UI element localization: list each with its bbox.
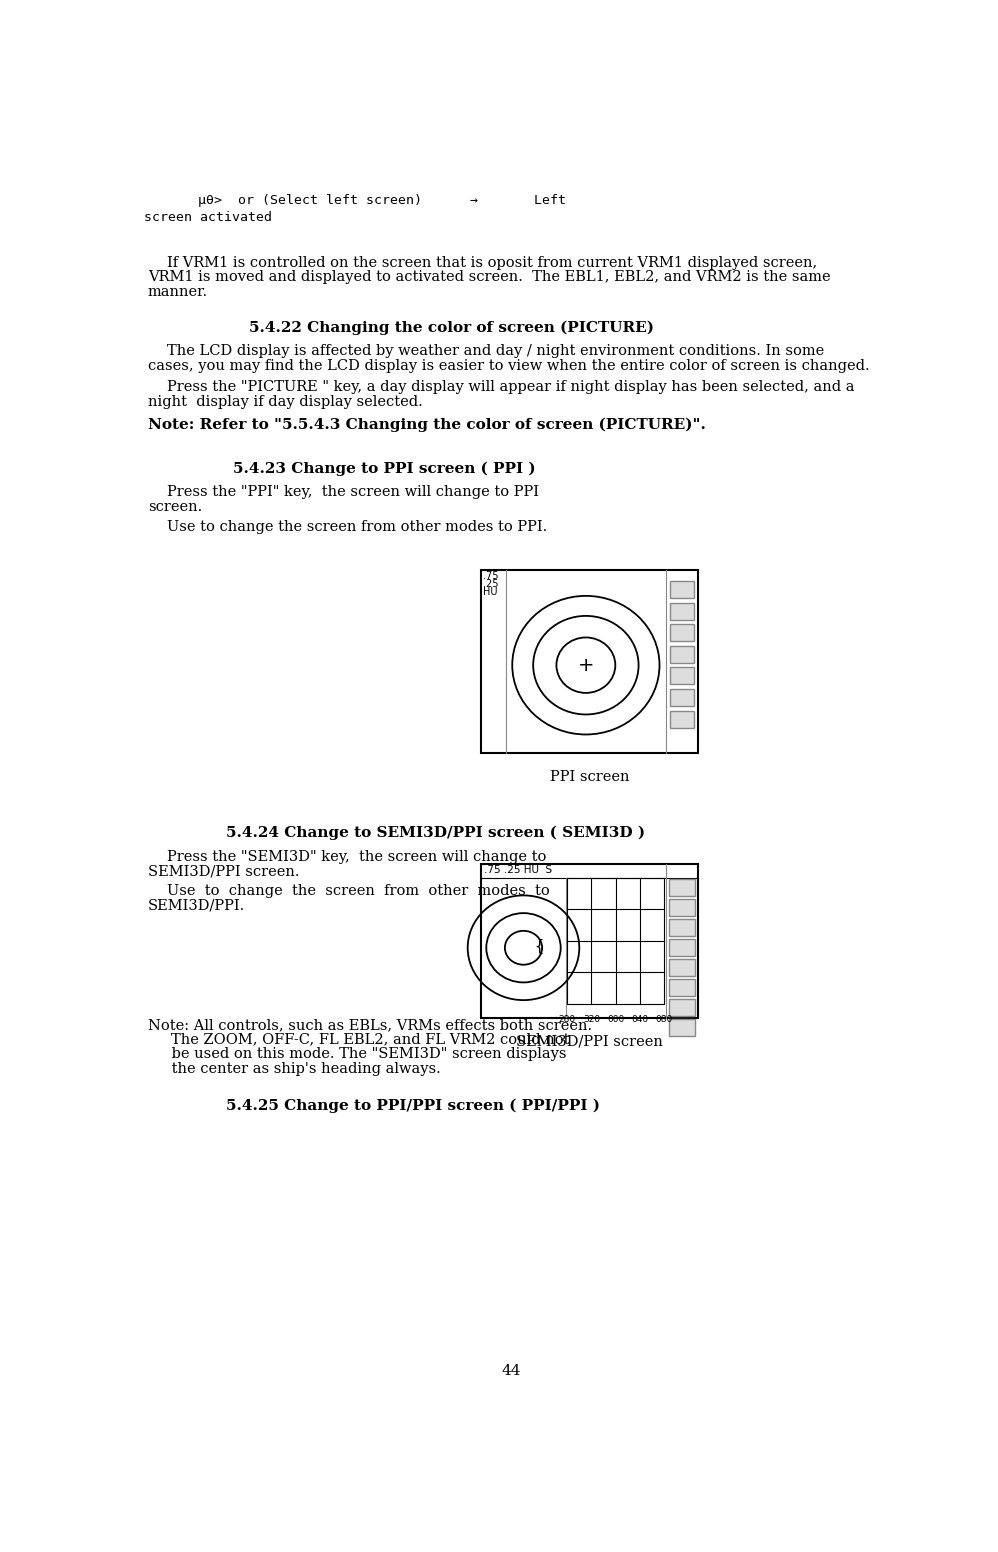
Text: SEMI3D/PPI.: SEMI3D/PPI. <box>148 899 246 913</box>
Text: Press the "SEMI3D" key,  the screen will change to: Press the "SEMI3D" key, the screen will … <box>168 850 547 864</box>
Text: The ZOOM, OFF-C, FL EBL2, and FL VRM2 could not: The ZOOM, OFF-C, FL EBL2, and FL VRM2 co… <box>172 1032 570 1046</box>
Text: 44: 44 <box>502 1364 521 1378</box>
Text: 5.4.23 Change to PPI screen ( PPI ): 5.4.23 Change to PPI screen ( PPI ) <box>234 462 536 476</box>
Text: screen activated: screen activated <box>144 211 272 223</box>
Text: Use  to  change  the  screen  from  other  modes  to: Use to change the screen from other mode… <box>168 883 550 899</box>
Text: 000: 000 <box>607 1015 625 1024</box>
Text: SEMI3D/PPI screen: SEMI3D/PPI screen <box>516 1035 664 1049</box>
Text: SEMI3D/PPI screen.: SEMI3D/PPI screen. <box>148 864 299 878</box>
Bar <box>669 880 696 896</box>
Text: .75 .25 HU  S: .75 .25 HU S <box>484 866 552 875</box>
Text: {: { <box>534 939 544 954</box>
Bar <box>670 624 695 641</box>
Bar <box>670 689 695 706</box>
Text: Press the "PPI" key,  the screen will change to PPI: Press the "PPI" key, the screen will cha… <box>168 486 539 500</box>
Text: 5.4.24 Change to SEMI3D/PPI screen ( SEMI3D ): 5.4.24 Change to SEMI3D/PPI screen ( SEM… <box>226 826 645 840</box>
Bar <box>669 939 696 956</box>
Bar <box>669 999 696 1017</box>
Bar <box>670 582 695 598</box>
Bar <box>669 959 696 976</box>
Bar <box>670 667 695 684</box>
Text: Note: Refer to "5.5.4.3 Changing the color of screen (PICTURE)".: Note: Refer to "5.5.4.3 Changing the col… <box>148 417 706 431</box>
Text: +: + <box>578 655 594 675</box>
Bar <box>670 646 695 663</box>
Text: HU: HU <box>483 587 497 596</box>
Bar <box>669 979 696 996</box>
Bar <box>670 711 695 728</box>
Text: night  display if day display selected.: night display if day display selected. <box>148 394 423 408</box>
Text: screen.: screen. <box>148 500 203 514</box>
Bar <box>481 570 699 753</box>
Text: Press the "PICTURE " key, a day display will appear if night display has been se: Press the "PICTURE " key, a day display … <box>168 380 855 394</box>
Text: cases, you may find the LCD display is easier to view when the entire color of s: cases, you may find the LCD display is e… <box>148 359 869 372</box>
Text: the center as ship's heading always.: the center as ship's heading always. <box>167 1062 440 1076</box>
Text: 5.4.25 Change to PPI/PPI screen ( PPI/PPI ): 5.4.25 Change to PPI/PPI screen ( PPI/PP… <box>226 1099 600 1113</box>
Text: VRM1 is moved and displayed to activated screen.  The EBL1, EBL2, and VRM2 is th: VRM1 is moved and displayed to activated… <box>148 270 830 284</box>
Text: Note: All controls, such as EBLs, VRMs effects both screen.: Note: All controls, such as EBLs, VRMs e… <box>148 1018 592 1032</box>
Text: .25: .25 <box>483 579 498 588</box>
Bar <box>669 1020 696 1037</box>
Bar <box>670 602 695 619</box>
Text: .75: .75 <box>483 571 498 582</box>
Text: The LCD display is affected by weather and day / night environment conditions. I: The LCD display is affected by weather a… <box>168 345 824 359</box>
Text: 080: 080 <box>656 1015 673 1024</box>
Text: PPI screen: PPI screen <box>550 770 630 784</box>
Text: 5.4.22 Changing the color of screen (PICTURE): 5.4.22 Changing the color of screen (PIC… <box>249 321 654 335</box>
Text: Use to change the screen from other modes to PPI.: Use to change the screen from other mode… <box>168 520 548 534</box>
Text: 320: 320 <box>583 1015 600 1024</box>
Text: be used on this mode. The "SEMI3D" screen displays: be used on this mode. The "SEMI3D" scree… <box>167 1048 566 1062</box>
Bar <box>669 919 696 936</box>
Text: 040: 040 <box>632 1015 649 1024</box>
Text: If VRM1 is controlled on the screen that is oposit from current VRM1 displayed s: If VRM1 is controlled on the screen that… <box>168 256 817 270</box>
Text: µθ>  or (Select left screen)      →       Left: µθ> or (Select left screen) → Left <box>199 194 567 206</box>
Text: 280: 280 <box>559 1015 576 1024</box>
Bar <box>481 864 699 1018</box>
Bar <box>669 899 696 916</box>
Text: manner.: manner. <box>148 286 209 300</box>
